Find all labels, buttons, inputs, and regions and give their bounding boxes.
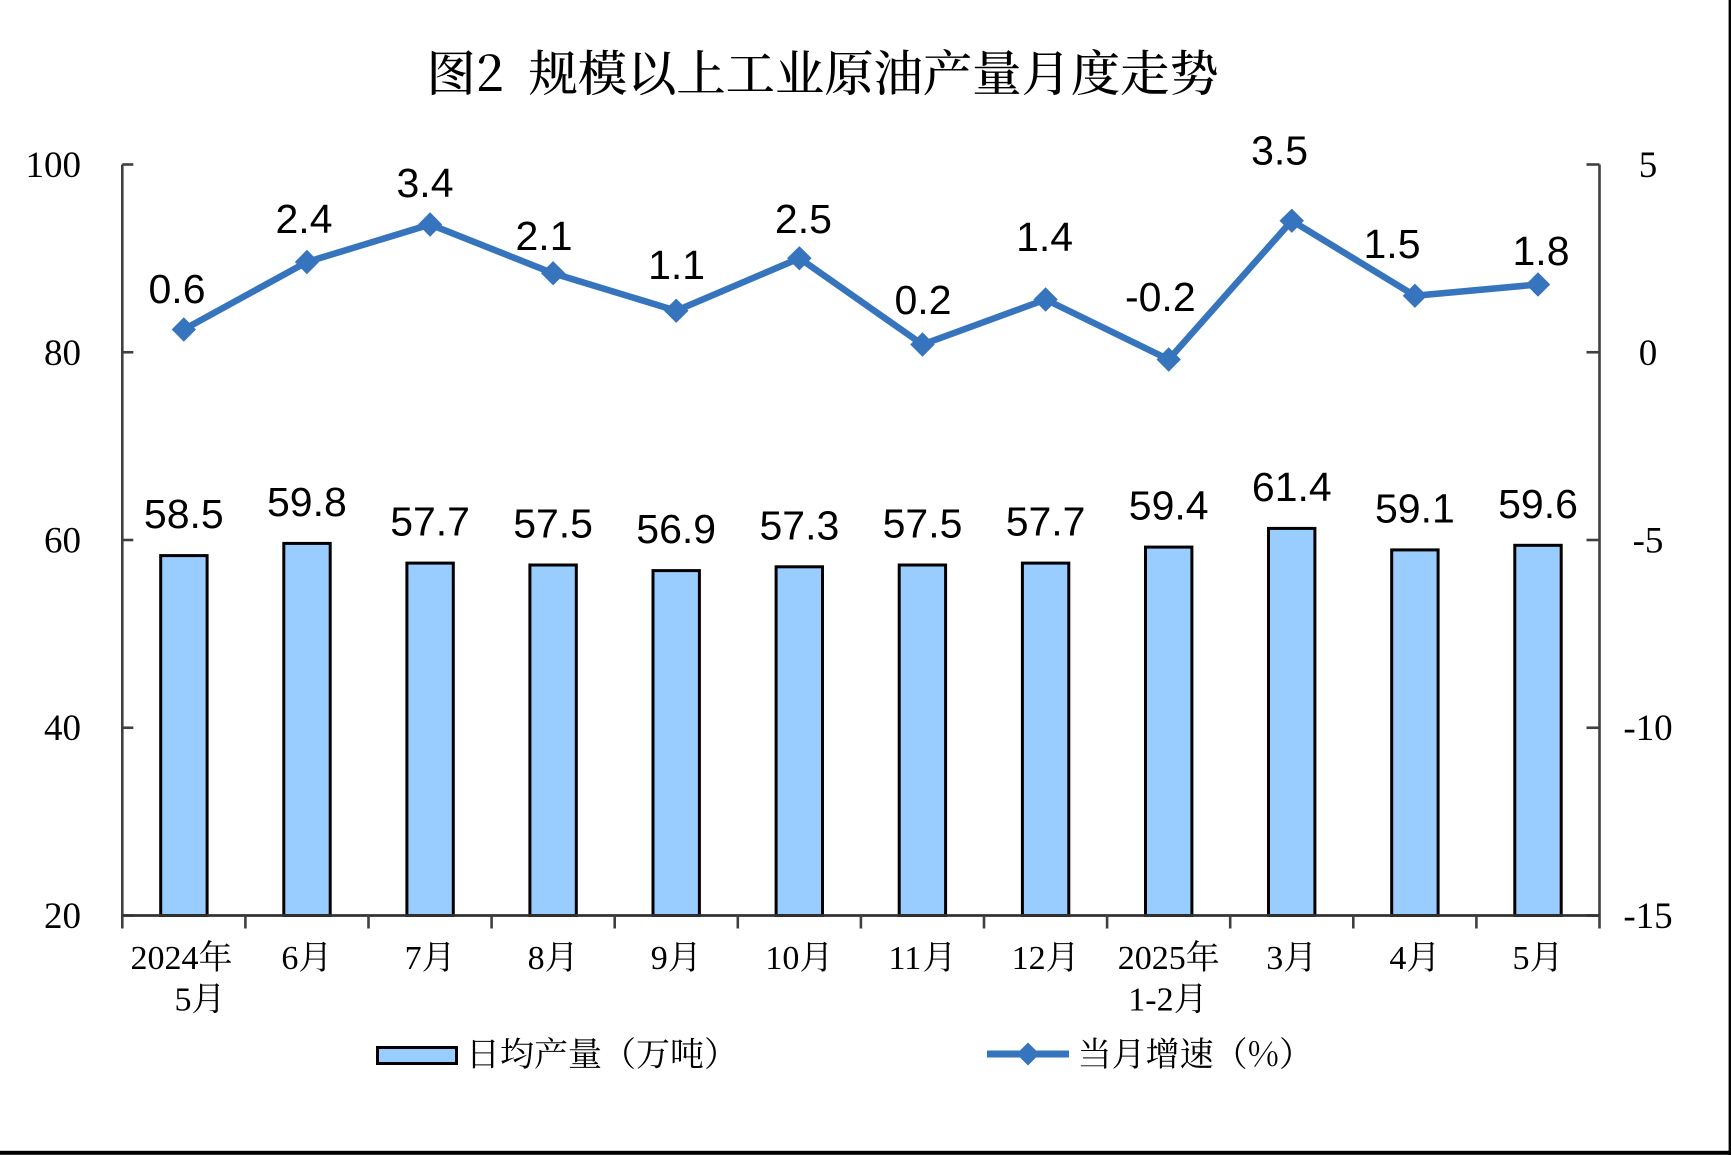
svg-text:57.7: 57.7 — [390, 499, 470, 545]
svg-text:59.1: 59.1 — [1375, 485, 1455, 531]
svg-text:0.6: 0.6 — [149, 266, 206, 312]
svg-text:57.5: 57.5 — [883, 501, 963, 547]
svg-text:59.8: 59.8 — [267, 479, 347, 525]
svg-text:58.5: 58.5 — [144, 491, 224, 537]
svg-text:9: 9 — [651, 940, 668, 977]
svg-text:5: 5 — [1513, 940, 1530, 977]
svg-text:3.4: 3.4 — [397, 160, 454, 206]
svg-text:1.8: 1.8 — [1513, 228, 1570, 274]
svg-text:2.4: 2.4 — [276, 196, 333, 242]
svg-text:7: 7 — [405, 940, 422, 977]
svg-text:-10: -10 — [1623, 708, 1672, 749]
svg-text:2.1: 2.1 — [516, 213, 573, 259]
svg-text:59.6: 59.6 — [1498, 481, 1578, 527]
svg-text:100: 100 — [26, 145, 82, 186]
svg-text:57.3: 57.3 — [759, 502, 839, 548]
svg-text:5: 5 — [175, 982, 192, 1019]
svg-text:-5: -5 — [1633, 521, 1664, 562]
svg-text:4: 4 — [1389, 940, 1406, 977]
svg-text:60: 60 — [44, 521, 81, 562]
svg-text:1-2: 1-2 — [1128, 982, 1173, 1019]
svg-text:2.5: 2.5 — [775, 196, 832, 242]
svg-text:3: 3 — [1266, 940, 1283, 977]
svg-text:-0.2: -0.2 — [1125, 274, 1196, 320]
svg-text:12: 12 — [1012, 940, 1046, 977]
svg-text:8: 8 — [528, 940, 545, 977]
svg-text:1.5: 1.5 — [1364, 221, 1421, 267]
svg-text:40: 40 — [44, 708, 81, 749]
svg-text:2025: 2025 — [1118, 940, 1186, 977]
svg-text:1.4: 1.4 — [1016, 214, 1073, 260]
svg-text:3.5: 3.5 — [1251, 128, 1308, 174]
svg-text:10: 10 — [765, 940, 799, 977]
svg-text:6: 6 — [281, 940, 298, 977]
svg-text:-15: -15 — [1623, 896, 1672, 937]
svg-text:0: 0 — [1639, 333, 1658, 374]
svg-text:56.9: 56.9 — [636, 506, 716, 552]
svg-text:5: 5 — [1639, 145, 1658, 186]
svg-text:57.7: 57.7 — [1006, 499, 1086, 545]
svg-text:0.2: 0.2 — [895, 277, 952, 323]
svg-text:1.1: 1.1 — [648, 242, 705, 288]
svg-text:2024: 2024 — [131, 940, 199, 977]
svg-text:80: 80 — [44, 333, 81, 374]
svg-text:61.4: 61.4 — [1252, 464, 1332, 510]
svg-text:57.5: 57.5 — [513, 501, 593, 547]
svg-text:20: 20 — [44, 896, 81, 937]
svg-text:11: 11 — [889, 940, 922, 977]
svg-text:59.4: 59.4 — [1129, 483, 1209, 529]
